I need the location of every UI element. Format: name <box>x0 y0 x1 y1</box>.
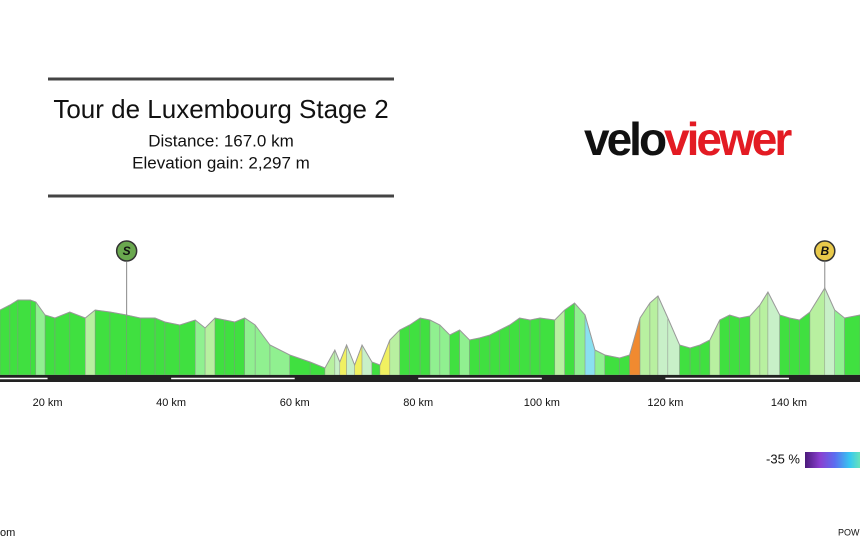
profile-segment <box>509 317 520 376</box>
profile-segment <box>699 339 711 376</box>
x-tick-label: 140 km <box>771 397 807 409</box>
profile-segment <box>126 314 141 376</box>
profile-segment <box>469 337 480 376</box>
profile-segment <box>629 317 641 376</box>
marker-label: S <box>123 244 131 258</box>
profile-segment <box>499 324 510 376</box>
profile-segment <box>389 329 400 376</box>
logo-part: viewer <box>664 113 792 165</box>
profile-segment <box>759 291 769 376</box>
profile-segment <box>709 319 720 376</box>
profile-segment <box>354 344 363 376</box>
profile-segment <box>94 309 111 376</box>
profile-segment <box>54 311 71 376</box>
profile-segment <box>679 344 691 376</box>
marker-label: B <box>820 244 829 258</box>
profile-segment <box>729 314 740 376</box>
profile-segment <box>154 317 166 376</box>
profile-segment <box>779 314 790 376</box>
profile-segment <box>140 317 156 376</box>
subtitle: Elevation gain: 2,297 m <box>132 153 310 172</box>
profile-segment <box>529 317 541 376</box>
footer-text: POW <box>838 527 860 537</box>
profile-segment <box>409 317 421 376</box>
x-tick-label: 20 km <box>33 397 63 409</box>
profile-segment <box>749 304 761 376</box>
profile-segment <box>459 329 470 376</box>
legend-bar <box>805 452 860 468</box>
profile-segment <box>324 349 336 376</box>
profile-segment <box>834 309 845 376</box>
plot <box>0 286 860 376</box>
x-tick-label: 80 km <box>403 397 433 409</box>
profile-segment <box>164 321 180 376</box>
profile-segment <box>799 311 811 376</box>
profile-segment <box>429 319 441 376</box>
profile-segment <box>639 302 651 376</box>
x-tick-label: 120 km <box>647 397 683 409</box>
profile-segment <box>69 311 86 376</box>
profile-segment <box>44 314 56 376</box>
profile-segment <box>539 317 555 376</box>
x-tick-label: 60 km <box>280 397 310 409</box>
profile-segment <box>844 314 860 376</box>
profile-segment <box>85 309 96 376</box>
profile-segment <box>30 299 37 376</box>
profile-segment <box>379 339 391 376</box>
profile-segment <box>334 349 340 376</box>
legend-min-label: -35 % <box>766 451 800 466</box>
profile-segment <box>554 309 565 376</box>
profile-segment <box>649 295 659 376</box>
profile-segment <box>449 329 460 376</box>
profile-segment <box>214 317 226 376</box>
profile-segment <box>419 317 431 376</box>
x-tick-label: 100 km <box>524 397 560 409</box>
profile-segment <box>789 317 800 376</box>
profile-segment <box>234 317 245 376</box>
x-tick-label: 40 km <box>156 397 186 409</box>
profile-segment <box>309 361 326 376</box>
profile-segment <box>519 317 531 376</box>
profile-segment <box>244 317 256 376</box>
profile-segment <box>479 334 491 376</box>
profile-segment <box>224 319 235 376</box>
profile-segment <box>9 299 19 376</box>
profile-segment <box>195 319 206 376</box>
profile-segment <box>179 319 196 376</box>
profile-segment <box>346 344 355 376</box>
profile-outline <box>0 286 860 369</box>
profile-segment <box>809 287 825 376</box>
profile-segment <box>399 324 410 376</box>
profile-segment <box>489 329 501 376</box>
profile-segment <box>439 324 450 376</box>
profile-segment <box>564 302 575 376</box>
marker <box>115 240 138 262</box>
profile-segment <box>254 324 271 376</box>
marker <box>814 240 836 262</box>
logo: veloviewer <box>584 113 792 165</box>
logo-part: velo <box>584 113 666 165</box>
footer-text: om <box>0 527 15 539</box>
profile-segment <box>689 344 701 376</box>
profile-segment <box>0 304 11 376</box>
profile-segment <box>719 314 730 376</box>
profile-segment <box>109 311 127 376</box>
profile-segment <box>824 287 835 376</box>
profile-segment <box>17 299 31 376</box>
chart-title: Tour de Luxembourg Stage 2 <box>53 94 388 124</box>
profile-segment <box>739 315 751 376</box>
subtitle: Distance: 167.0 km <box>148 131 294 150</box>
profile-segment <box>667 317 680 376</box>
